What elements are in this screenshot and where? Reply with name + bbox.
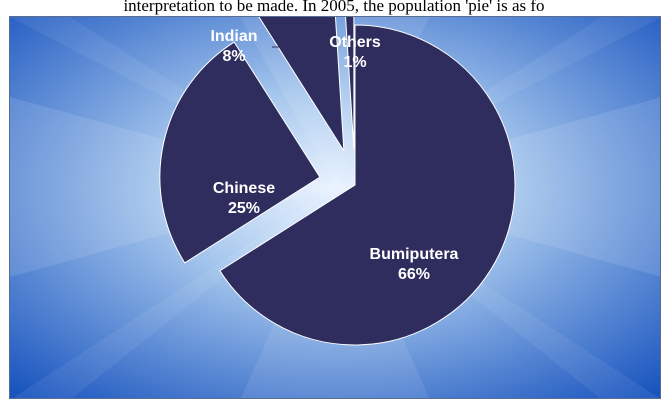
slice-label-bumiputera: Bumiputera <box>370 246 459 263</box>
slice-label-others: Others <box>329 34 381 51</box>
pie-chart-svg: Bumiputera 66% Chinese 25% Indian 8% Others 1% <box>10 17 660 398</box>
pie-slice-indian <box>258 17 345 152</box>
slice-percent-indian: 8% <box>222 48 245 65</box>
slice-label-indian: Indian <box>210 28 257 45</box>
slice-label-chinese: Chinese <box>213 180 275 197</box>
slice-percent-others: 1% <box>343 54 366 71</box>
pie-slice-others <box>345 17 355 150</box>
slice-percent-chinese: 25% <box>228 200 260 217</box>
slice-percent-bumiputera: 66% <box>398 266 430 283</box>
pie-slice-bumiputera <box>219 24 516 346</box>
indian-leader-line <box>272 46 295 58</box>
pie-chart: Bumiputera 66% Chinese 25% Indian 8% Others 1% <box>9 16 661 399</box>
pie-slice-chinese <box>159 41 321 264</box>
caption-text: interpretation to be made. In 2005, the … <box>123 0 545 15</box>
